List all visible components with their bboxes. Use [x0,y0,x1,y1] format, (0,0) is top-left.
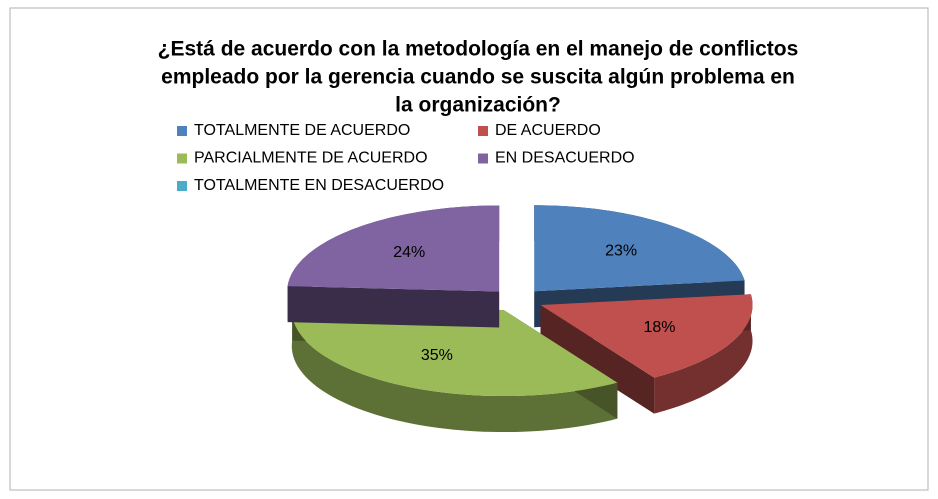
pie-slice [291,304,618,433]
slice-top [534,205,745,292]
legend-label: TOTALMENTE EN DESACUERDO [194,177,444,194]
legend-swatch [177,126,187,136]
legend-swatch [177,153,187,164]
value-label: 23% [605,242,637,259]
legend-label: PARCIALMENTE DE ACUERDO [194,150,428,167]
legend-swatch [478,153,488,164]
legend-label: EN DESACUERDO [495,150,635,167]
value-label: 24% [393,244,425,261]
chart-title: la organización? [395,94,561,117]
legend-label: TOTALMENTE DE ACUERDO [194,122,410,139]
chart-title: ¿Está de acuerdo con la metodología en e… [158,38,799,61]
slice-top [287,205,500,292]
slice-top [540,294,753,378]
legend-label: DE ACUERDO [495,122,601,139]
legend-swatch [478,126,488,136]
legend-swatch [177,181,187,191]
chart-title: empleado por la gerencia cuando se susci… [161,66,795,89]
pie-slice [540,294,753,414]
pie-slice [287,205,500,328]
slice-side [291,304,618,433]
slice-edge [540,304,655,414]
value-label: 18% [643,319,675,336]
slice-top [291,304,618,397]
value-label: 35% [421,347,453,364]
slice-edge [287,286,500,328]
slice-side [654,294,753,414]
